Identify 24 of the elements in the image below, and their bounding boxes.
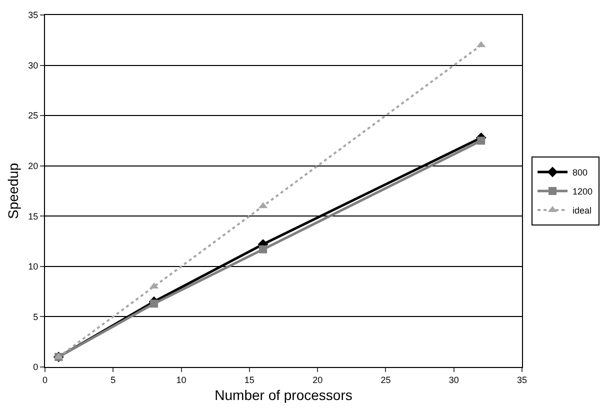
x-tick-label: 30 xyxy=(448,374,459,385)
x-tick-label: 20 xyxy=(312,374,323,385)
legend-label: 1200 xyxy=(572,186,593,197)
x-tick-label: 10 xyxy=(176,374,186,385)
x-tick-label: 35 xyxy=(516,374,528,385)
point xyxy=(259,245,268,254)
y-tick-label: 35 xyxy=(28,10,38,20)
y-tick-label: 20 xyxy=(28,161,38,172)
x-tick-label: 25 xyxy=(380,374,391,385)
x-tick-label: 5 xyxy=(110,374,116,385)
y-tick-label: 10 xyxy=(28,262,38,272)
y-tick-label: 30 xyxy=(28,60,38,70)
legend-label: ideal xyxy=(572,206,592,216)
x-axis-title: Number of processors xyxy=(214,387,352,404)
y-tick-label: 15 xyxy=(28,211,38,222)
x-tick-label: 15 xyxy=(244,374,254,385)
legend-label: 800 xyxy=(572,168,588,178)
point xyxy=(150,300,158,308)
y-tick-label: 25 xyxy=(28,110,38,121)
y-tick-label: 5 xyxy=(33,312,38,322)
x-tick-label: 0 xyxy=(42,374,48,385)
point xyxy=(477,136,486,145)
y-axis-title: Speedup xyxy=(4,162,21,220)
y-tick-label: 0 xyxy=(33,362,38,372)
